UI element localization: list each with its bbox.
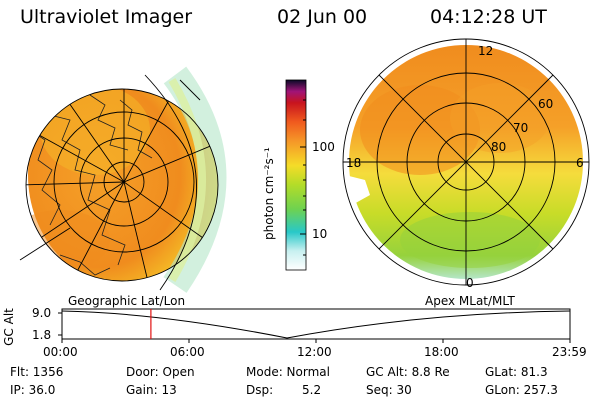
mlat-label-60: 60 bbox=[538, 97, 554, 111]
mlt-label-dawn: 6 bbox=[576, 156, 584, 170]
mode-status: Mode: Normal bbox=[246, 365, 330, 379]
date-label: 02 Jun 00 bbox=[277, 6, 368, 28]
time-tick-0000: 00:00 bbox=[43, 345, 78, 359]
time-tick-1800: 18:00 bbox=[424, 345, 459, 359]
altitude-plot bbox=[58, 308, 571, 343]
graticule-magnetic bbox=[342, 38, 590, 286]
altitude-curve bbox=[61, 310, 571, 339]
time-tick-1200: 12:00 bbox=[297, 345, 332, 359]
altitude-ytick-bottom: 1.8 bbox=[32, 328, 52, 342]
ip-value: IP: 36.0 bbox=[10, 383, 56, 397]
mlat-label-80: 80 bbox=[491, 140, 507, 154]
magnetic-map bbox=[342, 38, 590, 286]
app-title: Ultraviolet Imager bbox=[20, 6, 193, 28]
time-label: 04:12:28 UT bbox=[430, 6, 547, 28]
dsp-value: 5.2 bbox=[302, 383, 322, 397]
altitude-ytick-top: 9.0 bbox=[32, 306, 52, 320]
gc-altitude: GC Alt: 8.8 Re bbox=[366, 365, 450, 379]
door-status: Door: Open bbox=[126, 365, 195, 379]
colorbar-tick-10: 10 bbox=[312, 227, 328, 241]
geographic-caption: Geographic Lat/Lon bbox=[68, 294, 186, 308]
mlt-label-midnight: 0 bbox=[466, 276, 474, 290]
geographic-map bbox=[19, 66, 227, 293]
mlat-label-70: 70 bbox=[513, 121, 529, 135]
colorbar-unit-label: photon cm⁻²s⁻¹ bbox=[262, 147, 276, 240]
dsp-label: Dsp: bbox=[246, 383, 274, 397]
time-tick-2359: 23:59 bbox=[552, 345, 587, 359]
sequence-number: Seq: 30 bbox=[366, 383, 412, 397]
geographic-longitude: GLon: 257.3 bbox=[485, 383, 558, 397]
altitude-ylabel: GC Alt bbox=[1, 308, 16, 346]
colorbar bbox=[285, 79, 307, 271]
colorbar-scale bbox=[285, 79, 307, 271]
mlt-label-noon: 12 bbox=[478, 44, 494, 58]
mlt-label-dusk: 18 bbox=[346, 156, 362, 170]
time-tick-0600: 06:00 bbox=[170, 345, 205, 359]
flight-number: Flt: 1356 bbox=[10, 365, 64, 379]
graticule-geographic bbox=[19, 74, 219, 291]
colorbar-tick-100: 100 bbox=[312, 140, 335, 154]
magnetic-caption: Apex MLat/MLT bbox=[425, 294, 515, 308]
geographic-latitude: GLat: 81.3 bbox=[485, 365, 548, 379]
gain-value: Gain: 13 bbox=[126, 383, 177, 397]
